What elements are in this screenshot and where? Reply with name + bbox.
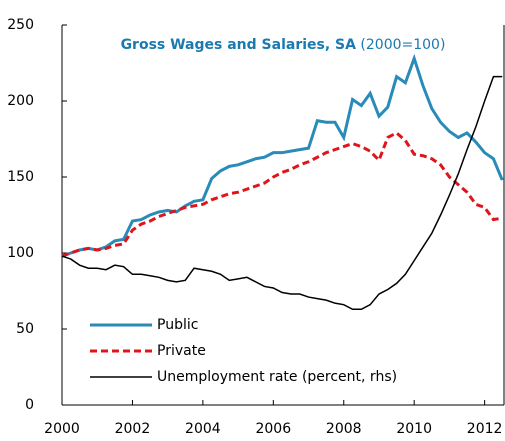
y-tick-label: 50 — [16, 321, 34, 337]
series-line — [61, 131, 503, 258]
chart-title: Gross Wages and Salaries, SA (2000=100) — [121, 37, 446, 53]
y-tick-label: 200 — [7, 93, 34, 109]
subtitle: (2000=100) — [360, 37, 445, 53]
y-tick-label: 250 — [7, 17, 34, 33]
x-tick-label: 2000 — [44, 421, 80, 437]
y-tick-label: 150 — [7, 169, 34, 185]
x-tick-label: 2002 — [115, 421, 151, 437]
x-tick-label: 2010 — [396, 421, 432, 437]
legend-label: Unemployment rate (percent, rhs) — [157, 369, 397, 385]
x-tick-label: 2008 — [326, 421, 362, 437]
legend-label: Public — [157, 317, 198, 333]
series-line — [61, 75, 503, 310]
x-tick-label: 2012 — [467, 421, 503, 437]
series-line — [61, 53, 504, 258]
x-tick-label: 2004 — [185, 421, 221, 437]
x-tick-label: 2006 — [255, 421, 291, 437]
legend-label: Private — [157, 343, 206, 359]
title: Gross Wages and Salaries, SA — [121, 37, 357, 53]
y-tick-label: 100 — [7, 245, 34, 261]
y-tick-label: 0 — [25, 397, 34, 413]
